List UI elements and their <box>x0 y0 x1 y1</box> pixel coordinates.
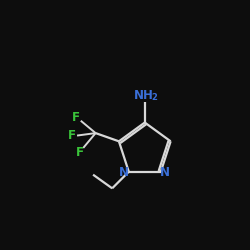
Text: F: F <box>76 146 84 159</box>
Text: 2: 2 <box>151 92 157 102</box>
Text: N: N <box>119 166 129 179</box>
Text: F: F <box>68 129 76 142</box>
Text: F: F <box>72 110 80 124</box>
Text: NH: NH <box>134 89 154 102</box>
Text: N: N <box>160 166 170 179</box>
